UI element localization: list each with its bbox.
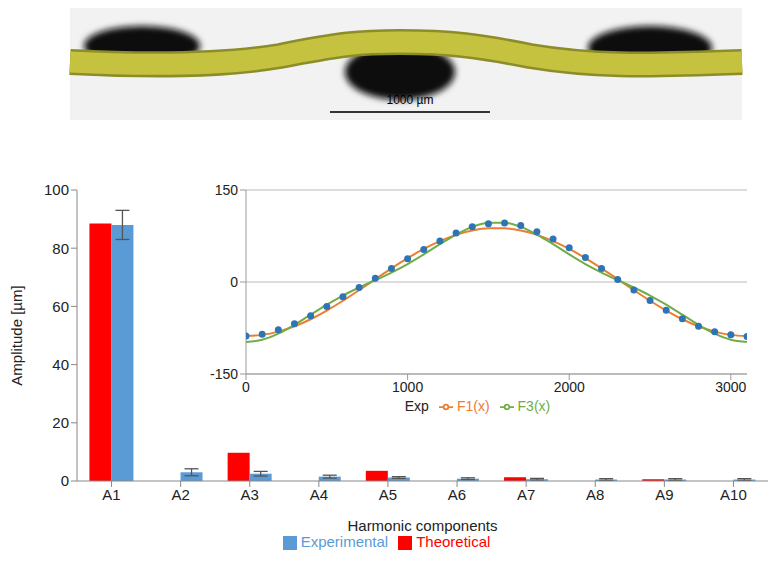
svg-text:A9: A9: [655, 486, 673, 503]
svg-text:Harmonic components: Harmonic components: [347, 517, 497, 534]
svg-text:1000 µm: 1000 µm: [387, 93, 434, 107]
svg-text:A3: A3: [241, 486, 259, 503]
svg-text:3000: 3000: [715, 379, 746, 395]
svg-text:A2: A2: [171, 486, 189, 503]
svg-text:80: 80: [52, 240, 69, 257]
svg-text:A1: A1: [102, 486, 120, 503]
svg-text:A7: A7: [517, 486, 535, 503]
svg-text:20: 20: [52, 414, 69, 431]
svg-text:40: 40: [52, 356, 69, 373]
svg-text:Amplitude [µm]: Amplitude [µm]: [8, 285, 25, 385]
svg-text:150: 150: [215, 182, 239, 198]
html-text:Exp: Exp: [404, 398, 429, 414]
svg-text:0: 0: [242, 379, 250, 395]
svg-text:A4: A4: [310, 486, 328, 503]
html-text:Theoretical: Theoretical: [416, 533, 491, 550]
svg-text:2000: 2000: [554, 379, 585, 395]
svg-text:60: 60: [52, 298, 69, 315]
svg-text:A10: A10: [720, 486, 747, 503]
svg-text:A6: A6: [448, 486, 466, 503]
svg-text:A8: A8: [586, 486, 604, 503]
svg-text:100: 100: [44, 181, 69, 198]
svg-text:-150: -150: [210, 366, 238, 382]
svg-text:1000: 1000: [392, 379, 423, 395]
svg-text:A5: A5: [379, 486, 397, 503]
html-text:F3(x): F3(x): [517, 398, 551, 414]
html-text:F1(x): F1(x): [456, 398, 490, 414]
html-text:Experimental: Experimental: [300, 533, 389, 550]
svg-text:0: 0: [230, 274, 238, 290]
svg-text:0: 0: [61, 472, 69, 489]
